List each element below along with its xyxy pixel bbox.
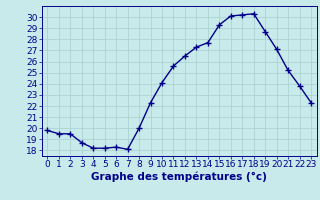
X-axis label: Graphe des températures (°c): Graphe des températures (°c) xyxy=(91,172,267,182)
